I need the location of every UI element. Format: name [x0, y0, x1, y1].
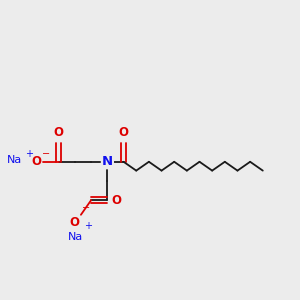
Text: N: N: [102, 155, 113, 168]
Text: O: O: [111, 194, 121, 207]
Text: O: O: [54, 126, 64, 139]
Text: Na: Na: [68, 232, 82, 242]
Text: Na: Na: [7, 155, 22, 165]
Text: O: O: [118, 126, 129, 139]
Text: O: O: [69, 216, 80, 229]
Text: +: +: [26, 148, 33, 158]
Text: −: −: [82, 203, 90, 213]
Text: O: O: [31, 155, 41, 168]
Text: −: −: [42, 148, 50, 158]
Text: +: +: [84, 221, 92, 231]
